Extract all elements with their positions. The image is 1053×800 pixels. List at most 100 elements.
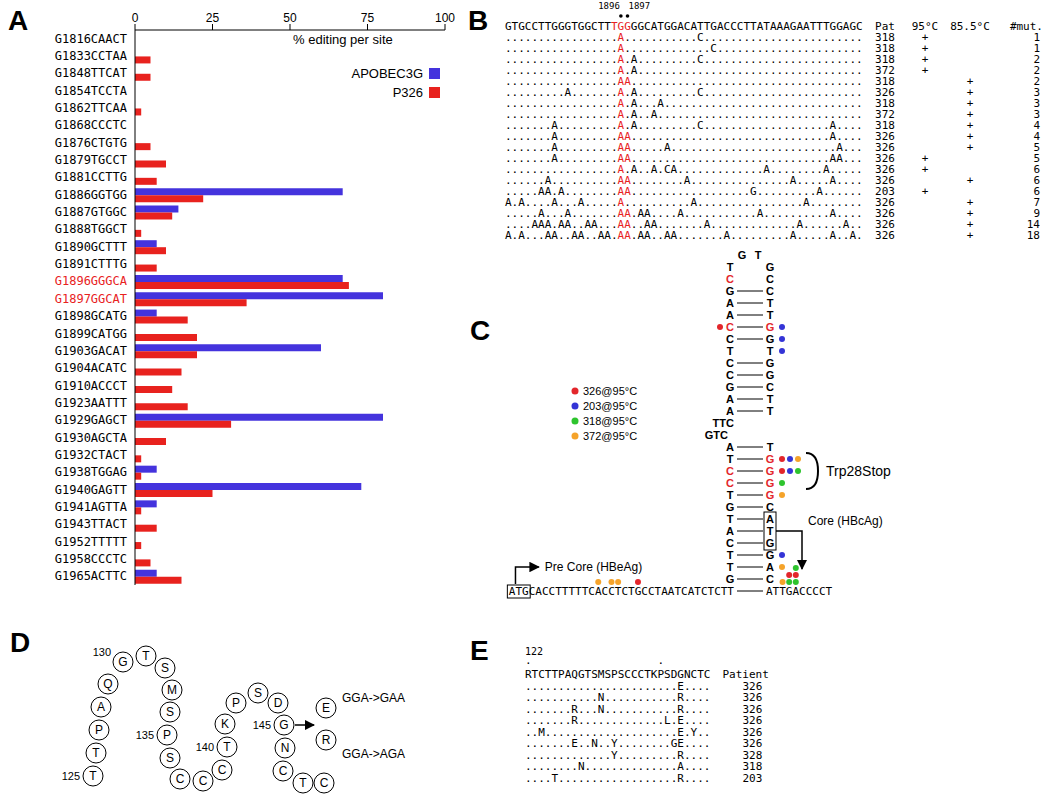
svg-text:GTC: GTC bbox=[705, 429, 728, 441]
svg-text:203: 203 bbox=[742, 772, 762, 785]
svg-text:125: 125 bbox=[62, 770, 80, 782]
svg-text:C: C bbox=[726, 321, 734, 333]
svg-text:G: G bbox=[766, 477, 775, 489]
svg-text:75: 75 bbox=[361, 11, 375, 25]
svg-text:S: S bbox=[166, 705, 174, 719]
svg-text:T: T bbox=[92, 746, 100, 760]
svg-text:P: P bbox=[232, 696, 240, 710]
svg-text:T: T bbox=[89, 769, 97, 783]
svg-text:G: G bbox=[766, 261, 775, 273]
svg-text:326@95°C: 326@95°C bbox=[583, 385, 637, 397]
svg-text:G1891CTTTG: G1891CTTTG bbox=[55, 257, 127, 271]
svg-text:D: D bbox=[274, 696, 283, 710]
svg-text:M: M bbox=[167, 683, 177, 697]
svg-text:C: C bbox=[279, 764, 288, 778]
svg-text:T: T bbox=[767, 309, 774, 321]
svg-text:K: K bbox=[221, 717, 229, 731]
svg-text:130: 130 bbox=[93, 646, 111, 658]
svg-text:A: A bbox=[766, 561, 774, 573]
svg-text:S: S bbox=[166, 751, 174, 765]
svg-text:T: T bbox=[223, 740, 231, 754]
svg-text:G1896GGGCA: G1896GGGCA bbox=[55, 274, 128, 288]
svg-text:C: C bbox=[766, 573, 774, 585]
svg-text:C: C bbox=[726, 477, 734, 489]
svg-text:G1943TTACT: G1943TTACT bbox=[55, 517, 127, 531]
svg-text:....T..................R....: ....T..................R.... bbox=[525, 772, 710, 785]
svg-text:G: G bbox=[786, 585, 793, 598]
svg-text:G: G bbox=[766, 333, 775, 345]
svg-text:C: C bbox=[726, 333, 734, 345]
svg-text:G1899CATGG: G1899CATGG bbox=[55, 327, 127, 341]
svg-text:1896: 1896 bbox=[598, 1, 620, 11]
svg-text:G: G bbox=[766, 537, 775, 549]
svg-text:Q: Q bbox=[103, 677, 112, 691]
svg-text:T: T bbox=[142, 649, 150, 663]
svg-text:A: A bbox=[726, 405, 734, 417]
svg-text:G1940GAGTT: G1940GAGTT bbox=[55, 483, 127, 497]
svg-text:G1958CCCTC: G1958CCCTC bbox=[55, 552, 127, 566]
svg-text:C: C bbox=[176, 772, 185, 786]
svg-text:G: G bbox=[726, 381, 735, 393]
svg-text:T: T bbox=[755, 249, 762, 261]
svg-text:G1833CCTAA: G1833CCTAA bbox=[55, 49, 128, 63]
svg-text:+: + bbox=[967, 229, 974, 242]
svg-text:+: + bbox=[967, 141, 974, 154]
svg-text:T: T bbox=[767, 405, 774, 417]
svg-text:85.5°C: 85.5°C bbox=[950, 20, 990, 33]
svg-text:CT: CT bbox=[621, 585, 635, 598]
svg-text:G1898GCATG: G1898GCATG bbox=[55, 309, 127, 323]
svg-text:P: P bbox=[95, 723, 103, 737]
svg-text:G1904ACATC: G1904ACATC bbox=[55, 361, 127, 375]
svg-text:140: 140 bbox=[196, 741, 214, 753]
svg-text:203@95°C: 203@95°C bbox=[583, 400, 637, 412]
svg-text:G: G bbox=[726, 285, 735, 297]
svg-text:ATG: ATG bbox=[509, 585, 529, 598]
svg-text:Trp28Stop: Trp28Stop bbox=[826, 463, 891, 479]
svg-text:G1932CTACT: G1932CTACT bbox=[55, 448, 127, 462]
svg-text:A: A bbox=[766, 513, 774, 525]
svg-text:C: C bbox=[766, 273, 774, 285]
svg-text:C: C bbox=[726, 357, 734, 369]
svg-text:A: A bbox=[726, 297, 734, 309]
svg-text:S: S bbox=[254, 686, 262, 700]
svg-text:G1881CCTTG: G1881CCTTG bbox=[55, 170, 127, 184]
svg-text:C: C bbox=[320, 776, 329, 790]
svg-text:G: G bbox=[766, 465, 775, 477]
svg-text:G1910ACCCT: G1910ACCCT bbox=[55, 379, 127, 393]
svg-text:E: E bbox=[322, 701, 330, 715]
svg-text:A: A bbox=[726, 393, 734, 405]
svg-text:T: T bbox=[727, 261, 734, 273]
svg-text:G1816CAACT: G1816CAACT bbox=[55, 32, 127, 46]
svg-text:T: T bbox=[727, 549, 734, 561]
svg-text:G1868CCCTC: G1868CCCTC bbox=[55, 118, 127, 132]
svg-text:G1923AATTT: G1923AATTT bbox=[55, 396, 127, 410]
svg-text:GGA->GAA: GGA->GAA bbox=[342, 691, 405, 705]
svg-text:G1886GGTGG: G1886GGTGG bbox=[55, 188, 127, 202]
svg-text:Pre Core (HBeAg): Pre Core (HBeAg) bbox=[545, 560, 642, 574]
svg-text:G1952TTTTT: G1952TTTTT bbox=[55, 535, 127, 549]
svg-text:T: T bbox=[727, 345, 734, 357]
svg-text:G: G bbox=[766, 357, 775, 369]
svg-text:T: T bbox=[767, 345, 774, 357]
svg-text:1897: 1897 bbox=[629, 1, 651, 11]
svg-text:A: A bbox=[726, 525, 734, 537]
svg-text:T: T bbox=[767, 525, 774, 537]
svg-text:G: G bbox=[766, 321, 775, 333]
svg-text:T: T bbox=[727, 489, 734, 501]
svg-text:G1876CTGTG: G1876CTGTG bbox=[55, 136, 127, 150]
svg-text:+: + bbox=[922, 185, 929, 198]
svg-text:G: G bbox=[766, 453, 775, 465]
svg-text:.: . bbox=[525, 654, 532, 667]
svg-text:G1879TGCCT: G1879TGCCT bbox=[55, 153, 127, 167]
svg-text:T: T bbox=[299, 776, 307, 790]
svg-text:G1965ACTTC: G1965ACTTC bbox=[55, 569, 127, 583]
svg-text:Core (HBcAg): Core (HBcAg) bbox=[808, 514, 883, 528]
svg-text:+: + bbox=[922, 64, 929, 77]
svg-text:50: 50 bbox=[283, 11, 297, 25]
svg-text:372@95°C: 372@95°C bbox=[583, 430, 637, 442]
svg-text:A.A...AA..AA..AA.AA.AA..AA....: A.A...AA..AA..AA.AA.AA..AA.......A......… bbox=[505, 229, 863, 242]
svg-text:G: G bbox=[726, 573, 735, 585]
svg-text:GGA->AGA: GGA->AGA bbox=[342, 747, 405, 761]
svg-text:18: 18 bbox=[1027, 229, 1040, 242]
svg-text:G1903GACAT: G1903GACAT bbox=[55, 344, 127, 358]
